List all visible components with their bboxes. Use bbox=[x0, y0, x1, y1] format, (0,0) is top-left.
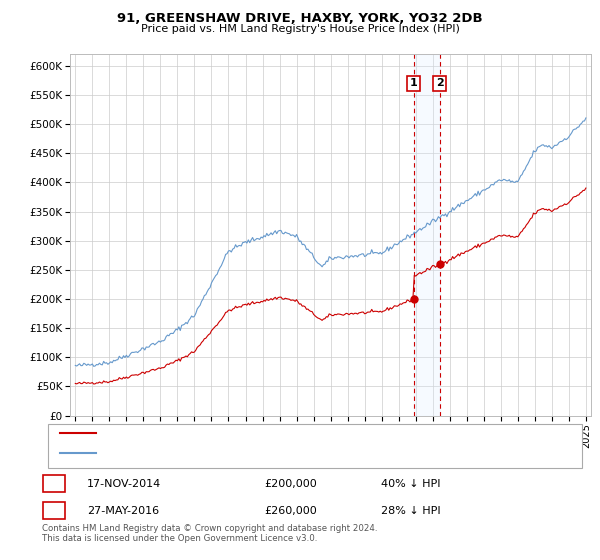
Text: 27-MAY-2016: 27-MAY-2016 bbox=[87, 506, 159, 516]
Text: 91, GREENSHAW DRIVE, HAXBY, YORK, YO32 2DB: 91, GREENSHAW DRIVE, HAXBY, YORK, YO32 2… bbox=[117, 12, 483, 25]
Text: HPI: Average price, detached house, York: HPI: Average price, detached house, York bbox=[105, 448, 320, 458]
Text: 1: 1 bbox=[50, 479, 58, 489]
Text: 2: 2 bbox=[436, 78, 443, 88]
Bar bbox=[413, 54, 440, 416]
Text: Price paid vs. HM Land Registry's House Price Index (HPI): Price paid vs. HM Land Registry's House … bbox=[140, 24, 460, 34]
Text: 17-NOV-2014: 17-NOV-2014 bbox=[87, 479, 161, 489]
Text: Contains HM Land Registry data © Crown copyright and database right 2024.
This d: Contains HM Land Registry data © Crown c… bbox=[42, 524, 377, 543]
Text: 40% ↓ HPI: 40% ↓ HPI bbox=[381, 479, 440, 489]
Text: 91, GREENSHAW DRIVE, HAXBY, YORK, YO32 2DB (detached house): 91, GREENSHAW DRIVE, HAXBY, YORK, YO32 2… bbox=[105, 428, 457, 438]
Text: £260,000: £260,000 bbox=[264, 506, 317, 516]
Text: 2: 2 bbox=[50, 506, 58, 516]
Text: 28% ↓ HPI: 28% ↓ HPI bbox=[381, 506, 440, 516]
Text: £200,000: £200,000 bbox=[264, 479, 317, 489]
Text: 1: 1 bbox=[410, 78, 418, 88]
